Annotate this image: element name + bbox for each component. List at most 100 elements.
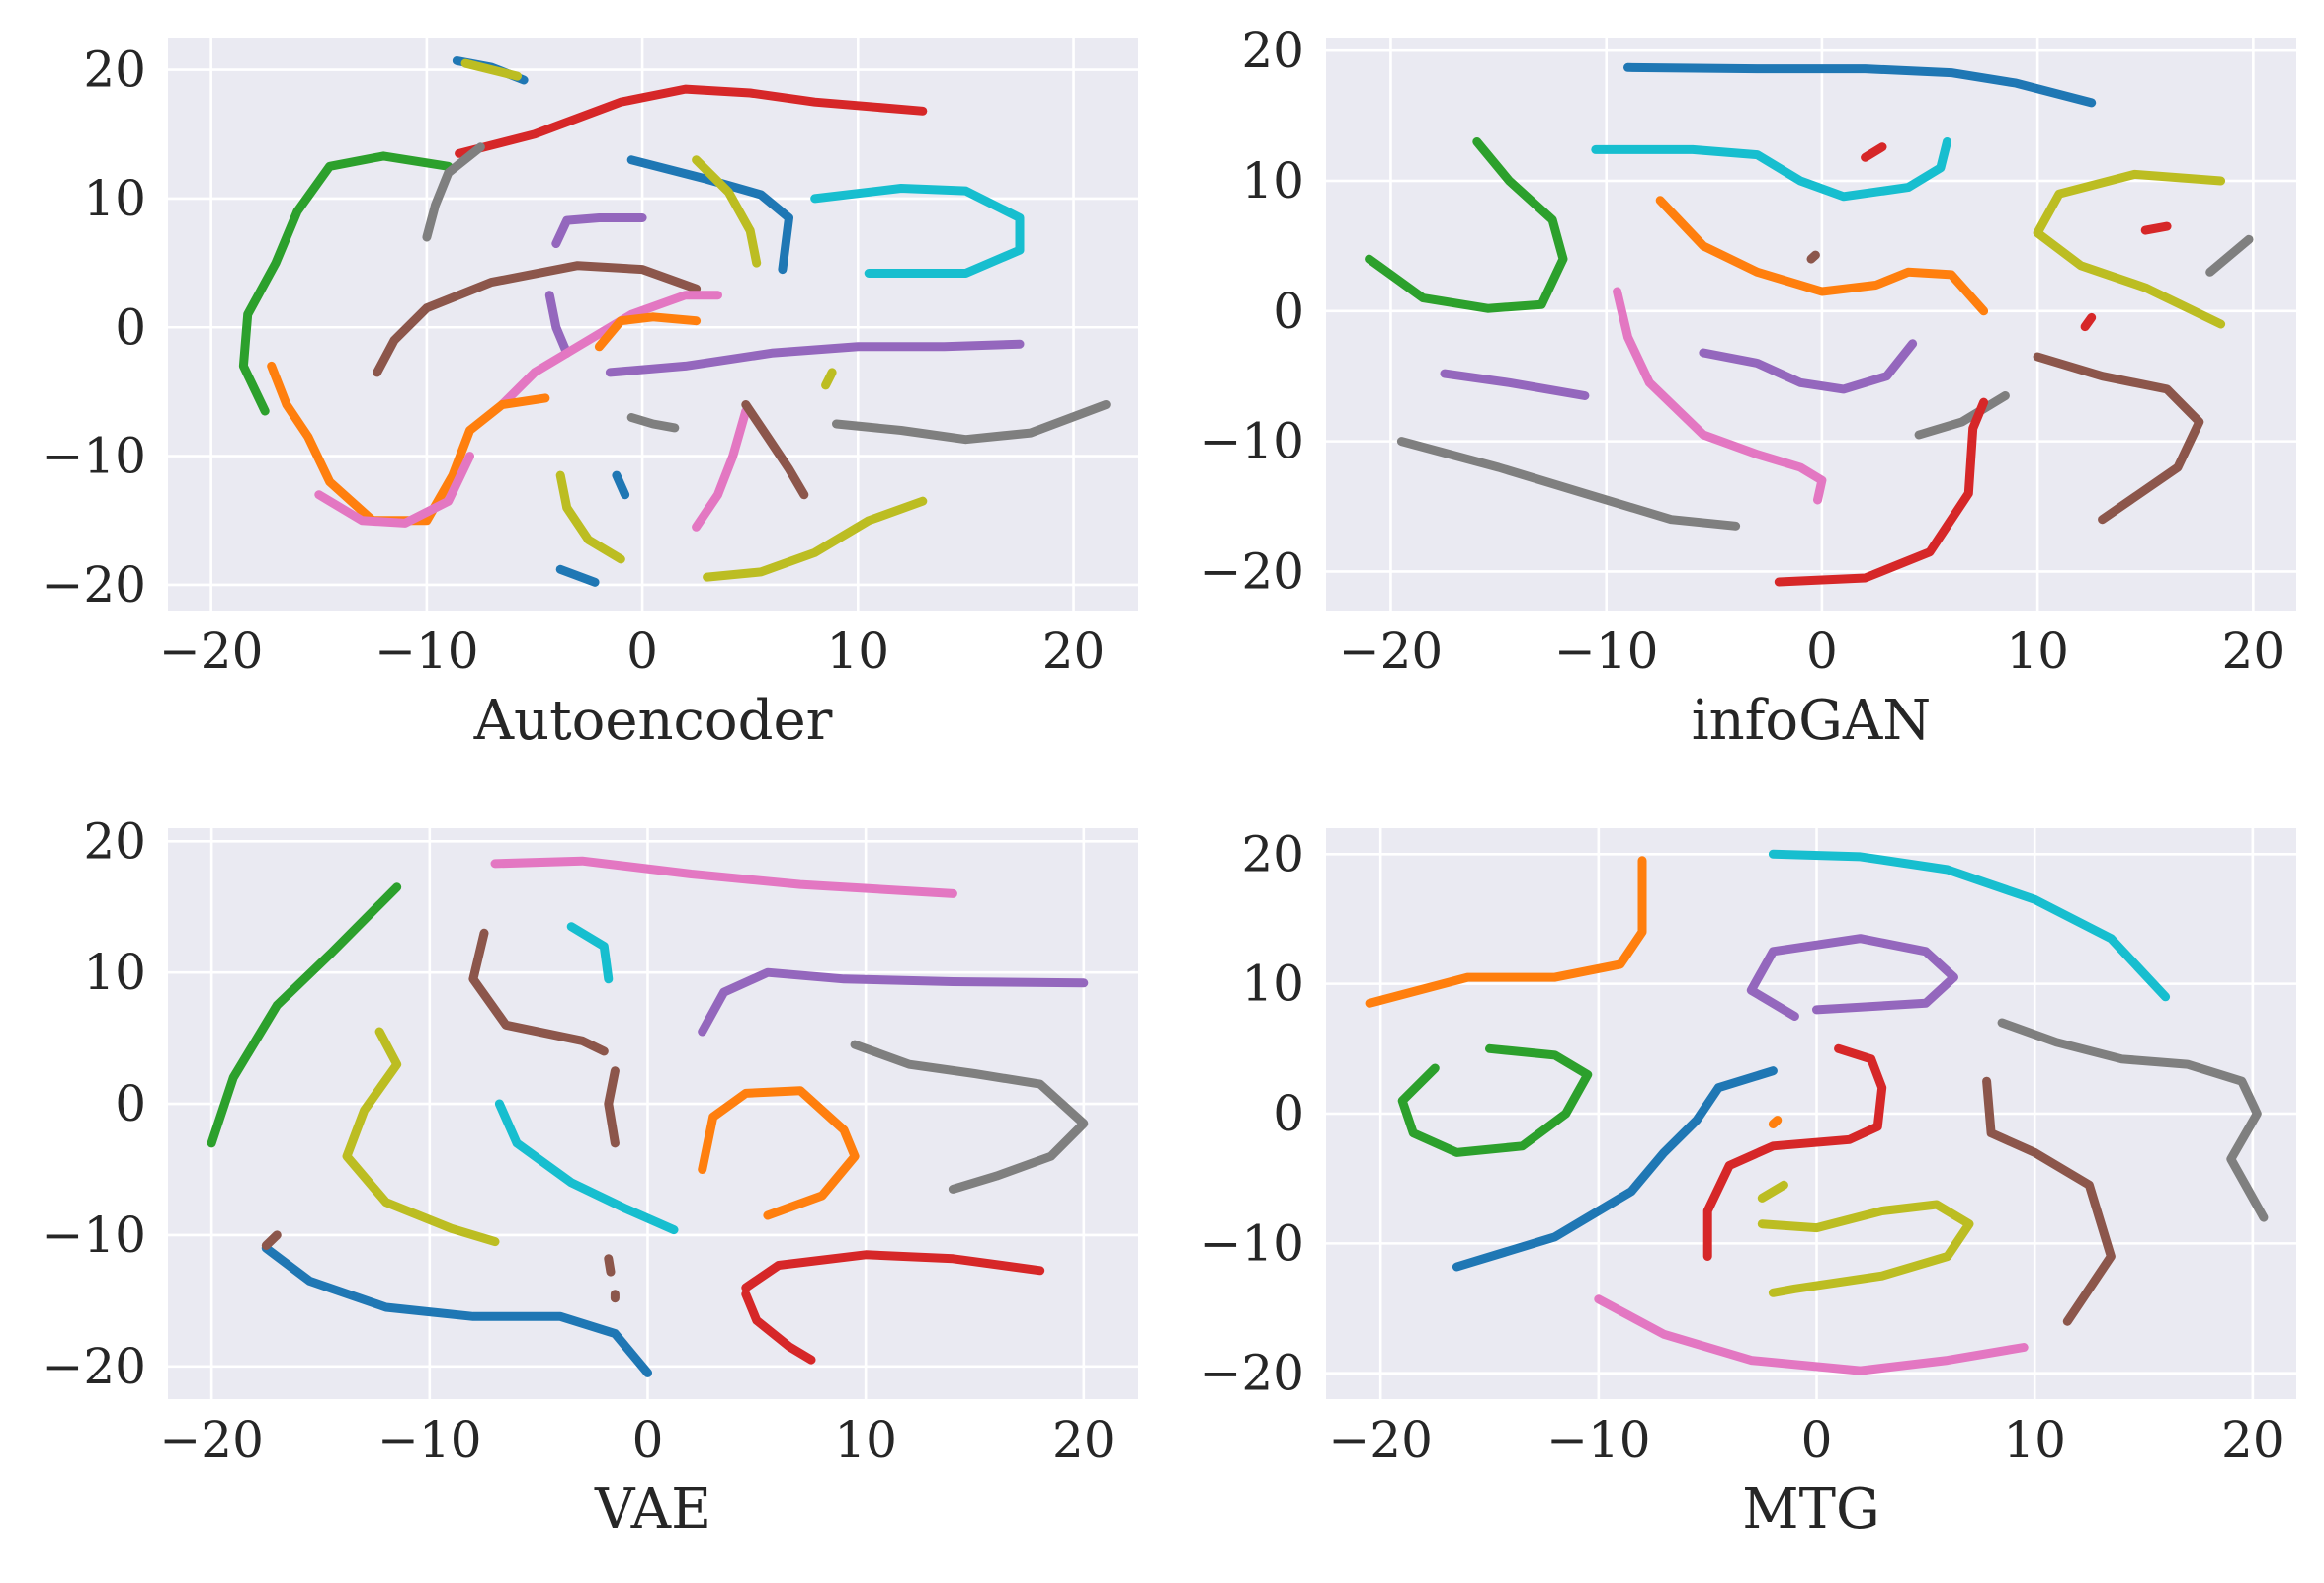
data-curve [626, 413, 680, 433]
data-curve [1702, 1043, 1887, 1261]
x-tick-label: 10 [826, 623, 889, 680]
data-curve [626, 155, 793, 275]
data-curve [373, 261, 702, 377]
x-tick-label: 20 [1052, 1411, 1116, 1468]
data-curve [1768, 849, 2171, 1002]
y-tick-label: 20 [83, 812, 146, 870]
tick-labels: −20 −10 0 10 20 −20 −10 0 10 20 [1200, 22, 2284, 680]
data-curve [741, 1290, 816, 1365]
data-curve [551, 213, 647, 248]
data-curve [1397, 1043, 1593, 1157]
data-curve [1452, 1066, 1778, 1272]
data-curve [703, 496, 928, 582]
data-curve [422, 142, 485, 242]
y-tick-label: 0 [1273, 1085, 1304, 1142]
data-curve [1806, 250, 1820, 264]
data-curve [821, 368, 837, 390]
y-tick-label: 0 [115, 1075, 146, 1132]
data-curve [314, 452, 474, 528]
plot-area [168, 38, 1138, 611]
data-curve [1655, 196, 1989, 316]
data-curve [1861, 142, 1887, 162]
y-tick-label: 20 [1241, 825, 1304, 882]
x-tick-label: −10 [1546, 1411, 1651, 1468]
data-curve [468, 928, 609, 1056]
y-tick-label: 0 [115, 298, 146, 356]
y-tick-label: −10 [1200, 413, 1304, 470]
data-curve [497, 291, 722, 409]
data-curve [604, 1066, 620, 1148]
data-curve [698, 1086, 860, 1220]
data-curve [490, 856, 957, 898]
data-curve [544, 291, 572, 358]
data-curve [1699, 339, 1918, 394]
data-curve [342, 1027, 500, 1247]
tick-labels: −20 −10 0 10 20 −20 −10 0 10 20 [1200, 825, 2283, 1468]
data-curve [1757, 1180, 1788, 1203]
data-curve [1623, 62, 2097, 108]
data-curve [692, 155, 762, 268]
x-tick-label: −10 [1554, 623, 1659, 680]
panel-autoencoder: −20 −10 0 10 20 −20 −10 0 10 20 Autoencoder [42, 38, 1138, 753]
data-curve [555, 564, 600, 587]
x-tick-label: 20 [1042, 623, 1106, 680]
y-tick-label: 0 [1273, 283, 1304, 340]
x-tick-label: 0 [632, 1411, 664, 1468]
scatter-series [238, 56, 1111, 587]
data-curve [1365, 137, 1568, 313]
scatter-series [1365, 62, 2254, 587]
data-curve [1594, 1294, 2029, 1375]
y-tick-label: −20 [1200, 542, 1304, 600]
x-axis-label: infoGAN [1692, 689, 1932, 753]
data-curve [238, 151, 454, 416]
data-curve [741, 1250, 1045, 1292]
x-axis-label: Autoencoder [473, 689, 833, 753]
data-curve [604, 1254, 616, 1277]
data-curve [2140, 221, 2172, 235]
data-curve [612, 470, 630, 500]
data-curve [261, 1243, 652, 1377]
data-curve [2033, 169, 2226, 329]
data-curve [455, 84, 928, 158]
data-curve [1997, 1018, 2269, 1222]
data-curve [1440, 369, 1590, 400]
data-curve [1757, 1200, 1974, 1297]
data-curve [605, 339, 1025, 377]
x-tick-label: 20 [2221, 1411, 2284, 1468]
data-curve [1365, 856, 1647, 1008]
data-curve [566, 922, 614, 984]
y-tick-label: 10 [1241, 152, 1304, 209]
data-curve [1746, 934, 1958, 1021]
data-curve [1914, 391, 2010, 440]
y-tick-label: −20 [42, 1338, 146, 1395]
x-tick-label: 0 [1806, 623, 1838, 680]
data-curve [832, 400, 1111, 445]
data-curve [460, 58, 522, 81]
scatter-series [207, 856, 1089, 1377]
data-curve [494, 1099, 679, 1235]
plot-area [168, 828, 1138, 1399]
x-tick-label: −20 [159, 1411, 264, 1468]
x-tick-label: 0 [626, 623, 658, 680]
panel-mtg: −20 −10 0 10 20 −20 −10 0 10 20 MTG [1200, 825, 2296, 1541]
x-tick-label: −20 [1328, 1411, 1433, 1468]
data-curve [2033, 352, 2204, 525]
data-curve [692, 406, 751, 532]
x-tick-label: 20 [2222, 623, 2285, 680]
panel-infogan: −20 −10 0 10 20 −20 −10 0 10 20 infoGAN [1200, 22, 2296, 753]
data-curve [2205, 234, 2254, 277]
x-axis-label: MTG [1742, 1477, 1879, 1541]
y-tick-label: −20 [1200, 1345, 1304, 1402]
data-curve [1396, 437, 1741, 531]
x-tick-label: −10 [377, 1411, 482, 1468]
tick-labels: −20 −10 0 10 20 −20 −10 0 10 20 [42, 812, 1115, 1468]
tick-labels: −20 −10 0 10 20 −20 −10 0 10 20 [42, 42, 1105, 680]
x-tick-label: 0 [1801, 1411, 1833, 1468]
y-tick-label: −10 [1200, 1214, 1304, 1272]
data-curve [1591, 137, 1951, 202]
y-tick-label: −10 [42, 1207, 146, 1264]
scatter-series [1365, 849, 2269, 1375]
y-tick-label: 10 [83, 170, 146, 227]
data-curve [207, 882, 402, 1148]
